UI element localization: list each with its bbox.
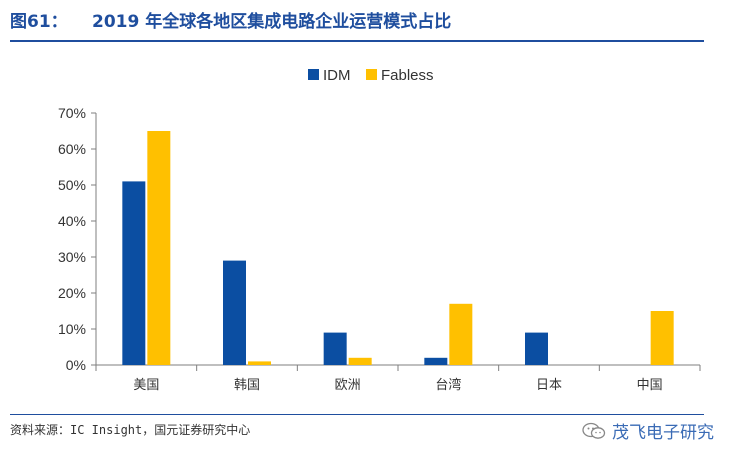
x-tick-label: 美国: [133, 378, 159, 393]
figure-number: 图61：: [10, 12, 68, 32]
bar-fabless: [248, 361, 271, 365]
bar-idm: [122, 181, 146, 365]
bar-idm: [323, 332, 347, 365]
y-tick-label: 10%: [58, 321, 86, 337]
y-tick-label: 20%: [58, 285, 86, 301]
x-tick-label: 台湾: [435, 377, 461, 393]
legend-label: IDM: [323, 67, 351, 84]
y-tick-label: 40%: [58, 213, 86, 229]
y-tick-label: 50%: [58, 177, 86, 193]
watermark-text: 茂飞电子研究: [612, 423, 714, 443]
wechat-icon: [582, 422, 606, 439]
watermark: 茂飞电子研究: [582, 418, 714, 443]
legend-swatch-idm: [308, 69, 319, 80]
x-tick-label: 日本: [536, 378, 562, 393]
bar-fabless: [348, 357, 372, 365]
x-tick-label: 韩国: [234, 378, 260, 393]
legend-label: Fabless: [381, 67, 434, 84]
figure-title-text: 2019 年全球各地区集成电路企业运营模式占比: [92, 12, 452, 32]
bar-idm: [525, 332, 548, 365]
y-tick-label: 60%: [58, 141, 86, 157]
legend-swatch-fabless: [366, 69, 377, 80]
bar-fabless: [147, 131, 171, 365]
bar-fabless: [449, 303, 473, 365]
bar-fabless: [650, 311, 674, 365]
x-tick-label: 中国: [637, 378, 663, 393]
title-divider: [10, 40, 704, 42]
bar-idm: [424, 357, 448, 365]
y-tick-label: 0%: [66, 357, 86, 373]
source-note: 资料来源：IC Insight，国元证券研究中心: [10, 414, 704, 438]
x-tick-label: 欧洲: [335, 378, 361, 393]
bar-idm: [223, 260, 246, 365]
bar-chart: 0% 10% 20% 30% 40% 50% 60% 70% 美国 韩国 欧洲 台湾 日本 中国 IDM Fa…: [58, 67, 701, 393]
y-tick-label: 30%: [58, 249, 86, 265]
y-tick-label: 70%: [58, 105, 86, 121]
figure-title: 图61： 2019 年全球各地区集成电路企业运营模式占比: [10, 8, 451, 36]
